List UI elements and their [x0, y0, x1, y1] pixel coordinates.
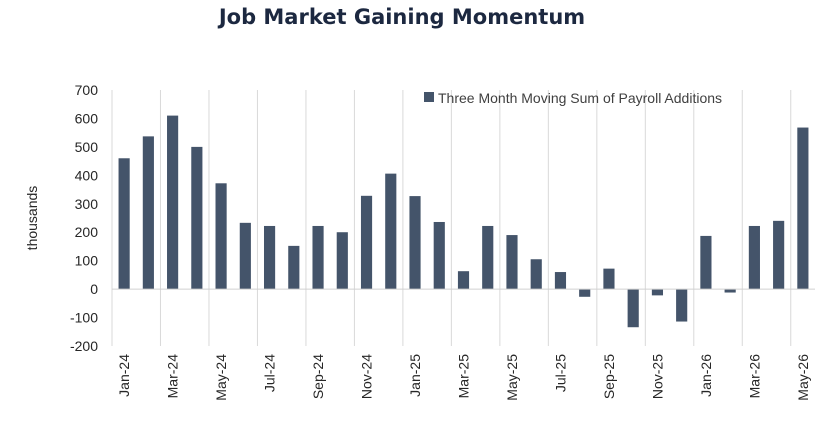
bar-may-25	[506, 235, 518, 290]
bar-dec-24	[385, 173, 397, 290]
bar-jan-26	[700, 235, 712, 290]
x-tick-label: May-26	[795, 354, 811, 401]
x-tick-label: May-25	[504, 354, 520, 401]
x-tick-label: Jan-24	[116, 354, 132, 397]
bar-apr-24	[191, 146, 203, 290]
x-tick-label: Mar-24	[165, 354, 181, 399]
chart-title: Job Market Gaining Momentum	[218, 5, 586, 29]
y-tick-label: 100	[75, 253, 99, 269]
legend: Three Month Moving Sum of Payroll Additi…	[424, 90, 722, 106]
x-tick-label: Nov-25	[649, 354, 665, 399]
bar-feb-25	[433, 221, 445, 290]
bar-apr-25	[482, 225, 494, 290]
bar-mar-26	[748, 225, 760, 290]
bar-sep-24	[312, 225, 324, 290]
y-tick-label: 0	[90, 281, 98, 297]
y-tick-label: 200	[75, 224, 99, 240]
x-tick-label: May-24	[213, 354, 229, 401]
bar-apr-26	[773, 220, 785, 290]
y-axis-label: thousands	[24, 186, 40, 251]
x-tick-label: Jul-24	[262, 354, 278, 392]
bar-oct-24	[336, 232, 348, 290]
bars	[118, 115, 809, 328]
bar-mar-25	[457, 271, 470, 290]
x-tick-label: Jan-26	[698, 354, 714, 397]
x-axis-ticks: Jan-24 Mar-24 May-24 Jul-24 Sep-24 Nov-24 Jan-…	[116, 354, 811, 401]
x-tick-label: Nov-24	[359, 354, 375, 399]
legend-swatch	[424, 92, 434, 102]
y-tick-label: 700	[75, 82, 99, 98]
bar-jan-25	[409, 196, 421, 290]
bar-aug-25	[579, 289, 591, 297]
bar-jun-24	[239, 222, 251, 290]
x-tick-label: Jul-25	[552, 354, 568, 392]
bar-dec-25	[676, 289, 688, 322]
bar-may-26	[797, 127, 809, 290]
gridlines	[111, 90, 792, 346]
y-tick-label: -100	[70, 310, 98, 326]
y-tick-label: 500	[75, 139, 99, 155]
x-tick-label: Mar-26	[746, 354, 762, 399]
bar-jan-24	[118, 158, 130, 290]
bar-sep-25	[603, 268, 615, 290]
x-tick-label: Mar-25	[456, 354, 472, 399]
x-tick-label: Sep-24	[310, 354, 326, 399]
y-tick-label: 300	[75, 196, 99, 212]
y-axis-ticks: -200 -100 0 100 200 300 400 500 600 700	[70, 82, 98, 354]
y-tick-label: -200	[70, 338, 98, 354]
bar-jul-25	[554, 272, 567, 290]
bar-jun-25	[530, 259, 542, 290]
bar-feb-24	[142, 136, 154, 290]
bar-mar-24	[167, 115, 179, 290]
x-tick-label: Sep-25	[601, 354, 617, 399]
bar-may-24	[215, 183, 227, 290]
bar-aug-24	[288, 245, 300, 290]
bar-nov-24	[360, 195, 373, 290]
x-tick-label: Jan-25	[407, 354, 423, 397]
bar-jul-24	[263, 225, 276, 290]
bar-feb-26	[724, 289, 736, 293]
bar-nov-25	[651, 289, 664, 296]
legend-label: Three Month Moving Sum of Payroll Additi…	[438, 90, 722, 106]
y-tick-label: 400	[75, 167, 99, 183]
bar-oct-25	[627, 289, 639, 328]
y-tick-label: 600	[75, 110, 99, 126]
